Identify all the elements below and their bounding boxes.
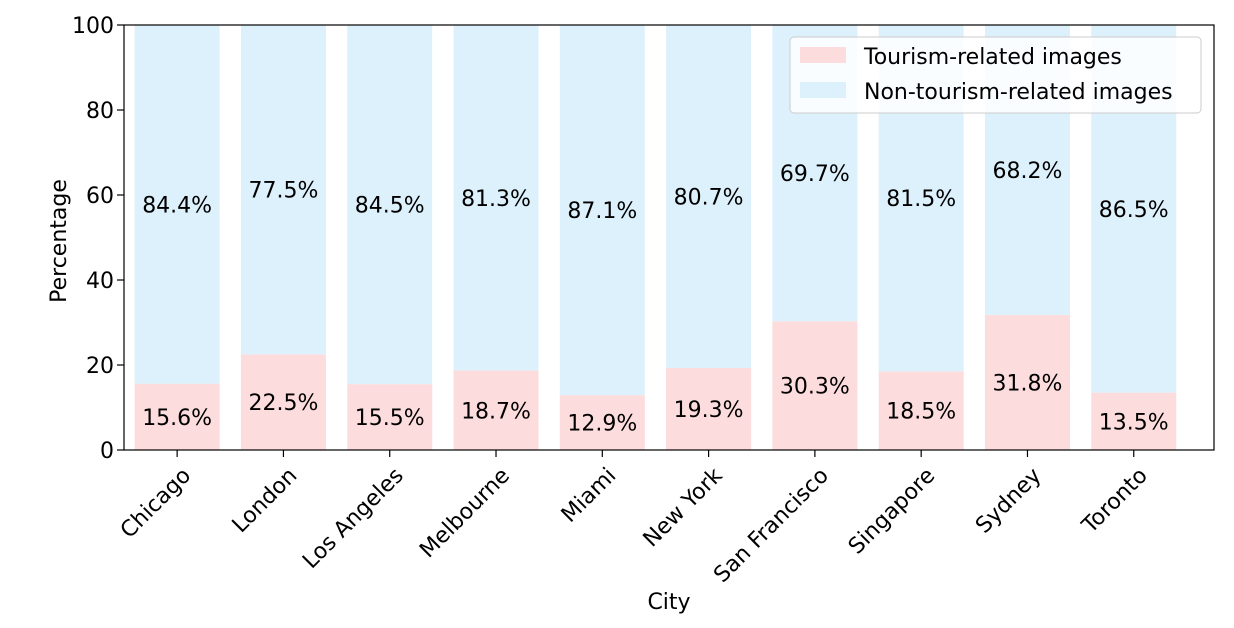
data-label-tourism-chicago: 15.6%: [142, 406, 212, 431]
bar-tourism-san-francisco: [772, 321, 858, 450]
legend-swatch-non-tourism: [800, 82, 846, 98]
y-tick-label-0: 0: [100, 439, 114, 464]
y-axis-title: Percentage: [47, 179, 72, 303]
bar-non-tourism-london: [240, 25, 326, 355]
data-label-non-tourism-new-york: 80.7%: [674, 185, 744, 210]
bar-tourism-melbourne: [453, 370, 539, 450]
x-tick-label-san-francisco: San Francisco: [709, 463, 834, 588]
bar-tourism-sydney: [984, 314, 1070, 450]
x-tick-label-new-york: New York: [639, 463, 728, 552]
bar-tourism-new-york: [666, 367, 752, 450]
bar-non-tourism-los-angeles: [347, 25, 433, 385]
bar-non-tourism-chicago: [134, 25, 220, 384]
data-label-tourism-new-york: 19.3%: [674, 398, 744, 423]
x-tick-label-london: London: [228, 463, 303, 538]
y-tick-label-20: 20: [86, 354, 114, 379]
data-label-non-tourism-london: 77.5%: [248, 179, 318, 204]
legend-swatch-tourism: [800, 47, 846, 63]
x-tick-label-chicago: Chicago: [116, 463, 196, 543]
bar-tourism-chicago: [134, 383, 220, 450]
y-tick-label-40: 40: [86, 269, 114, 294]
y-tick-label-60: 60: [86, 184, 114, 209]
x-tick-label-miami: Miami: [557, 463, 621, 527]
bar-non-tourism-melbourne: [453, 25, 539, 371]
legend: Tourism-related images Non-tourism-relat…: [789, 36, 1202, 114]
data-label-tourism-melbourne: 18.7%: [461, 399, 531, 424]
data-label-tourism-toronto: 13.5%: [1099, 410, 1169, 435]
data-label-non-tourism-melbourne: 81.3%: [461, 187, 531, 212]
data-label-tourism-london: 22.5%: [248, 391, 318, 416]
legend-label-tourism: Tourism-related images: [863, 45, 1122, 70]
data-label-non-tourism-sydney: 68.2%: [993, 159, 1063, 184]
data-label-tourism-los-angeles: 15.5%: [355, 406, 425, 431]
x-tick-label-singapore: Singapore: [844, 463, 940, 559]
x-tick-label-sydney: Sydney: [971, 463, 1046, 538]
data-label-non-tourism-chicago: 84.4%: [142, 193, 212, 218]
bars-layer: [134, 25, 1177, 451]
x-tick-label-los-angeles: Los Angeles: [298, 463, 409, 574]
data-label-non-tourism-miami: 87.1%: [567, 199, 637, 224]
data-label-tourism-miami: 12.9%: [567, 412, 637, 437]
data-label-non-tourism-singapore: 81.5%: [886, 187, 956, 212]
bar-non-tourism-new-york: [666, 25, 752, 368]
y-tick-label-100: 100: [72, 14, 114, 39]
data-label-non-tourism-los-angeles: 84.5%: [355, 194, 425, 219]
data-label-tourism-singapore: 18.5%: [886, 400, 956, 425]
bar-tourism-singapore: [878, 371, 964, 451]
x-tick-label-toronto: Toronto: [1077, 463, 1153, 539]
data-label-tourism-san-francisco: 30.3%: [780, 375, 850, 400]
bar-tourism-miami: [559, 395, 645, 450]
y-axis: 0 20 40 60 80 100: [72, 14, 124, 464]
x-axis-title: City: [647, 590, 690, 615]
bar-tourism-toronto: [1091, 392, 1177, 451]
y-tick-label-80: 80: [86, 99, 114, 124]
x-tick-label-melbourne: Melbourne: [415, 463, 515, 563]
plot-frame: [123, 24, 1215, 451]
bar-non-tourism-miami: [559, 25, 645, 396]
value-labels-layer: 15.6% 84.4% 22.5% 77.5% 15.5% 84.5% 18.7% 81.3%…: [142, 159, 1169, 437]
bar-tourism-london: [240, 354, 326, 451]
legend-label-non-tourism: Non-tourism-related images: [864, 80, 1173, 105]
bar-tourism-los-angeles: [347, 384, 433, 451]
legend-box: [789, 36, 1202, 114]
data-label-non-tourism-san-francisco: 69.7%: [780, 162, 850, 187]
data-label-non-tourism-toronto: 86.5%: [1099, 198, 1169, 223]
data-label-tourism-sydney: 31.8%: [993, 371, 1063, 396]
